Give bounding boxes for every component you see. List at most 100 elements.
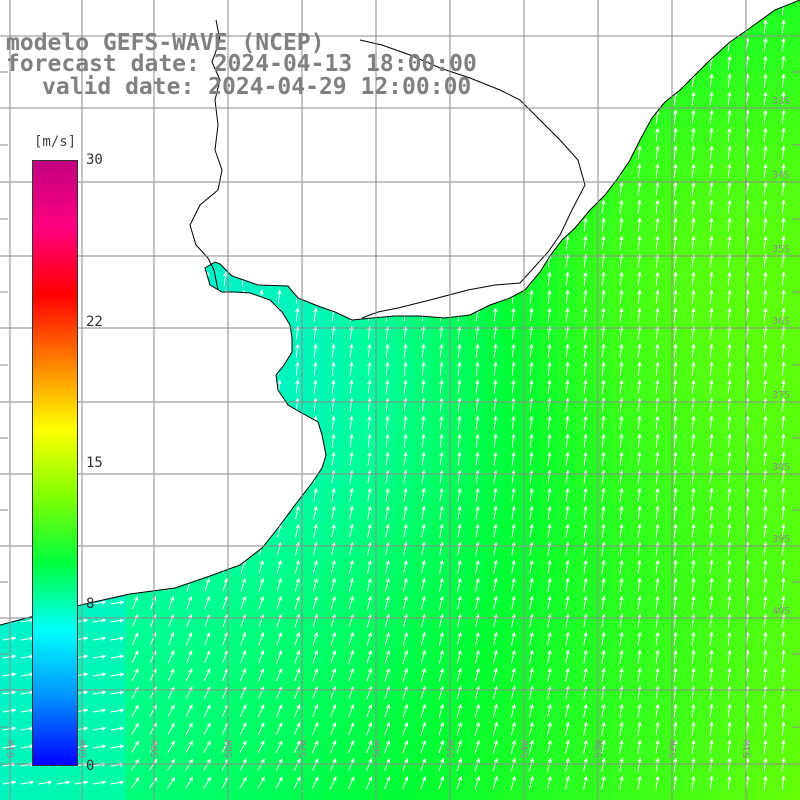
speed-cell — [324, 216, 343, 235]
wind-arrow — [151, 397, 156, 412]
speed-cell — [324, 234, 343, 253]
speed-cell — [162, 450, 181, 469]
wind-arrow — [43, 1, 48, 16]
speed-cell — [378, 126, 397, 145]
wind-arrow — [547, 505, 552, 520]
speed-cell — [612, 90, 631, 109]
wind-arrow — [529, 91, 534, 106]
wind-arrow — [294, 595, 300, 610]
speed-cell — [342, 234, 361, 253]
speed-cell — [126, 522, 145, 541]
wind-arrow — [583, 721, 588, 736]
wind-arrow — [115, 469, 120, 484]
wind-arrow — [510, 703, 516, 718]
wind-arrow — [493, 541, 498, 556]
wind-arrow — [709, 145, 714, 160]
speed-cell — [252, 234, 271, 253]
wind-arrow — [403, 181, 408, 196]
wind-arrow — [529, 667, 534, 682]
wind-arrow — [366, 649, 372, 664]
wind-arrow — [97, 469, 102, 484]
speed-cell — [198, 108, 217, 127]
wind-arrow — [223, 505, 228, 520]
wind-arrow — [133, 109, 138, 124]
wind-arrow — [655, 451, 660, 466]
wind-arrow — [583, 343, 588, 358]
speed-cell — [594, 18, 613, 37]
wind-arrow — [131, 668, 139, 682]
wind-arrow — [348, 577, 354, 592]
wind-arrow — [421, 145, 426, 160]
wind-arrow — [187, 433, 192, 448]
speed-cell — [792, 414, 800, 433]
wind-arrow — [529, 127, 534, 142]
wind-arrow — [673, 271, 678, 286]
wind-arrow — [691, 541, 696, 556]
speed-cell — [288, 180, 307, 199]
wind-arrow — [97, 433, 102, 448]
wind-arrow — [403, 505, 408, 520]
wind-arrow — [619, 19, 624, 34]
wind-arrow — [420, 739, 427, 754]
speed-cell — [432, 126, 451, 145]
wind-arrow — [223, 397, 228, 412]
wind-arrow — [601, 55, 606, 70]
speed-cell — [162, 306, 181, 325]
speed-cell — [90, 0, 109, 19]
speed-cell — [558, 126, 577, 145]
speed-cell — [216, 162, 235, 181]
wind-arrow — [259, 127, 264, 142]
wind-arrow — [187, 127, 192, 142]
latitude-label: 39S — [772, 534, 790, 545]
wind-arrow — [402, 757, 409, 772]
wind-arrow — [239, 740, 247, 753]
wind-arrow — [421, 325, 426, 340]
wind-arrow — [366, 631, 372, 646]
wind-arrow — [92, 744, 107, 749]
wind-arrow — [384, 703, 391, 718]
wind-arrow — [92, 690, 107, 695]
speed-cell — [162, 342, 181, 361]
speed-cell — [792, 126, 800, 145]
wind-arrow — [655, 721, 660, 736]
speed-cell — [108, 360, 127, 379]
wind-arrow — [420, 667, 426, 682]
speed-cell — [306, 162, 325, 181]
wind-arrow — [475, 1, 480, 16]
wind-arrow — [223, 451, 228, 466]
wind-arrow — [151, 361, 156, 376]
speed-cell — [162, 378, 181, 397]
wind-arrow — [691, 613, 696, 628]
speed-cell — [108, 234, 127, 253]
wind-arrow — [763, 37, 768, 52]
speed-cell — [0, 126, 19, 145]
wind-arrow — [637, 217, 642, 232]
wind-arrow — [493, 91, 498, 106]
wind-arrow — [313, 163, 318, 178]
speed-cell — [342, 144, 361, 163]
wind-arrow — [547, 541, 552, 556]
wind-arrow — [331, 37, 336, 52]
wind-arrow — [474, 739, 480, 754]
wind-arrow — [637, 523, 642, 538]
wind-arrow — [763, 325, 768, 340]
speed-cell — [144, 216, 163, 235]
wind-arrow — [133, 487, 138, 502]
wind-arrow — [492, 757, 498, 772]
wind-arrow — [367, 379, 372, 394]
wind-arrow — [384, 631, 390, 646]
wind-arrow — [110, 744, 125, 749]
wind-arrow — [456, 703, 462, 718]
wind-arrow — [763, 253, 768, 268]
speed-cell — [522, 18, 541, 37]
speed-cell — [324, 18, 343, 37]
wind-arrow — [312, 595, 318, 610]
wind-arrow — [727, 505, 732, 520]
wind-arrow — [187, 181, 192, 196]
speed-cell — [36, 108, 55, 127]
wind-arrow — [493, 73, 498, 88]
wind-arrow — [6, 523, 12, 538]
wind-arrow — [619, 37, 624, 52]
